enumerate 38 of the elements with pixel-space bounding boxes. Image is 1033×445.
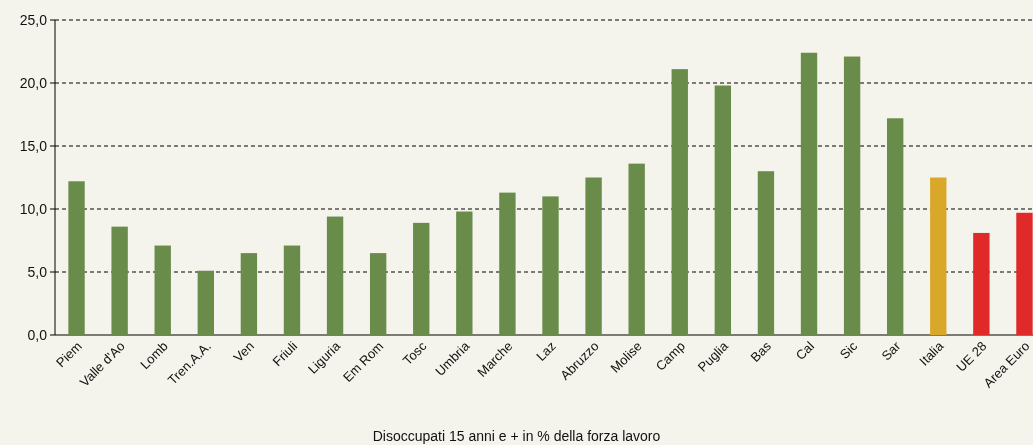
x-tick-label: Bas [747,338,775,365]
x-tick-label: Sic [836,338,861,362]
x-tick-label: Ven [230,338,258,365]
bar [456,211,473,335]
bar [197,270,214,335]
bar [628,163,645,335]
y-tick-label: 15,0 [19,137,48,154]
bar [154,245,171,335]
x-tick-label: Sar [878,338,904,364]
bar [671,69,688,335]
bar [843,56,861,335]
x-tick-label: Tosc [399,338,430,369]
bar [714,85,732,335]
bar [240,253,258,335]
bar [283,245,301,335]
bar [542,196,559,335]
bar [413,222,430,335]
bar [369,253,387,335]
bar [68,181,85,335]
bar [973,232,990,335]
x-axis-title: Disoccupati 15 anni e + in % della forza lavoro [372,428,661,444]
y-tick-label: 10,0 [19,200,48,217]
bar [499,192,516,335]
y-tick-label: 25,0 [19,11,48,28]
bar [585,177,602,335]
y-tick-label: 5,0 [27,263,48,280]
x-tick-label: UE 28 [953,338,990,375]
y-tick-label: 20,0 [19,74,48,91]
bar [326,216,344,335]
bar [930,177,947,335]
bar [887,118,904,335]
y-tick-label: 0,0 [27,326,48,343]
bar [757,171,775,335]
x-tick-label: Laz [533,338,559,364]
bar [1016,212,1033,335]
bar [111,226,128,335]
bar [800,52,818,335]
x-tick-label: Cal [792,338,818,363]
